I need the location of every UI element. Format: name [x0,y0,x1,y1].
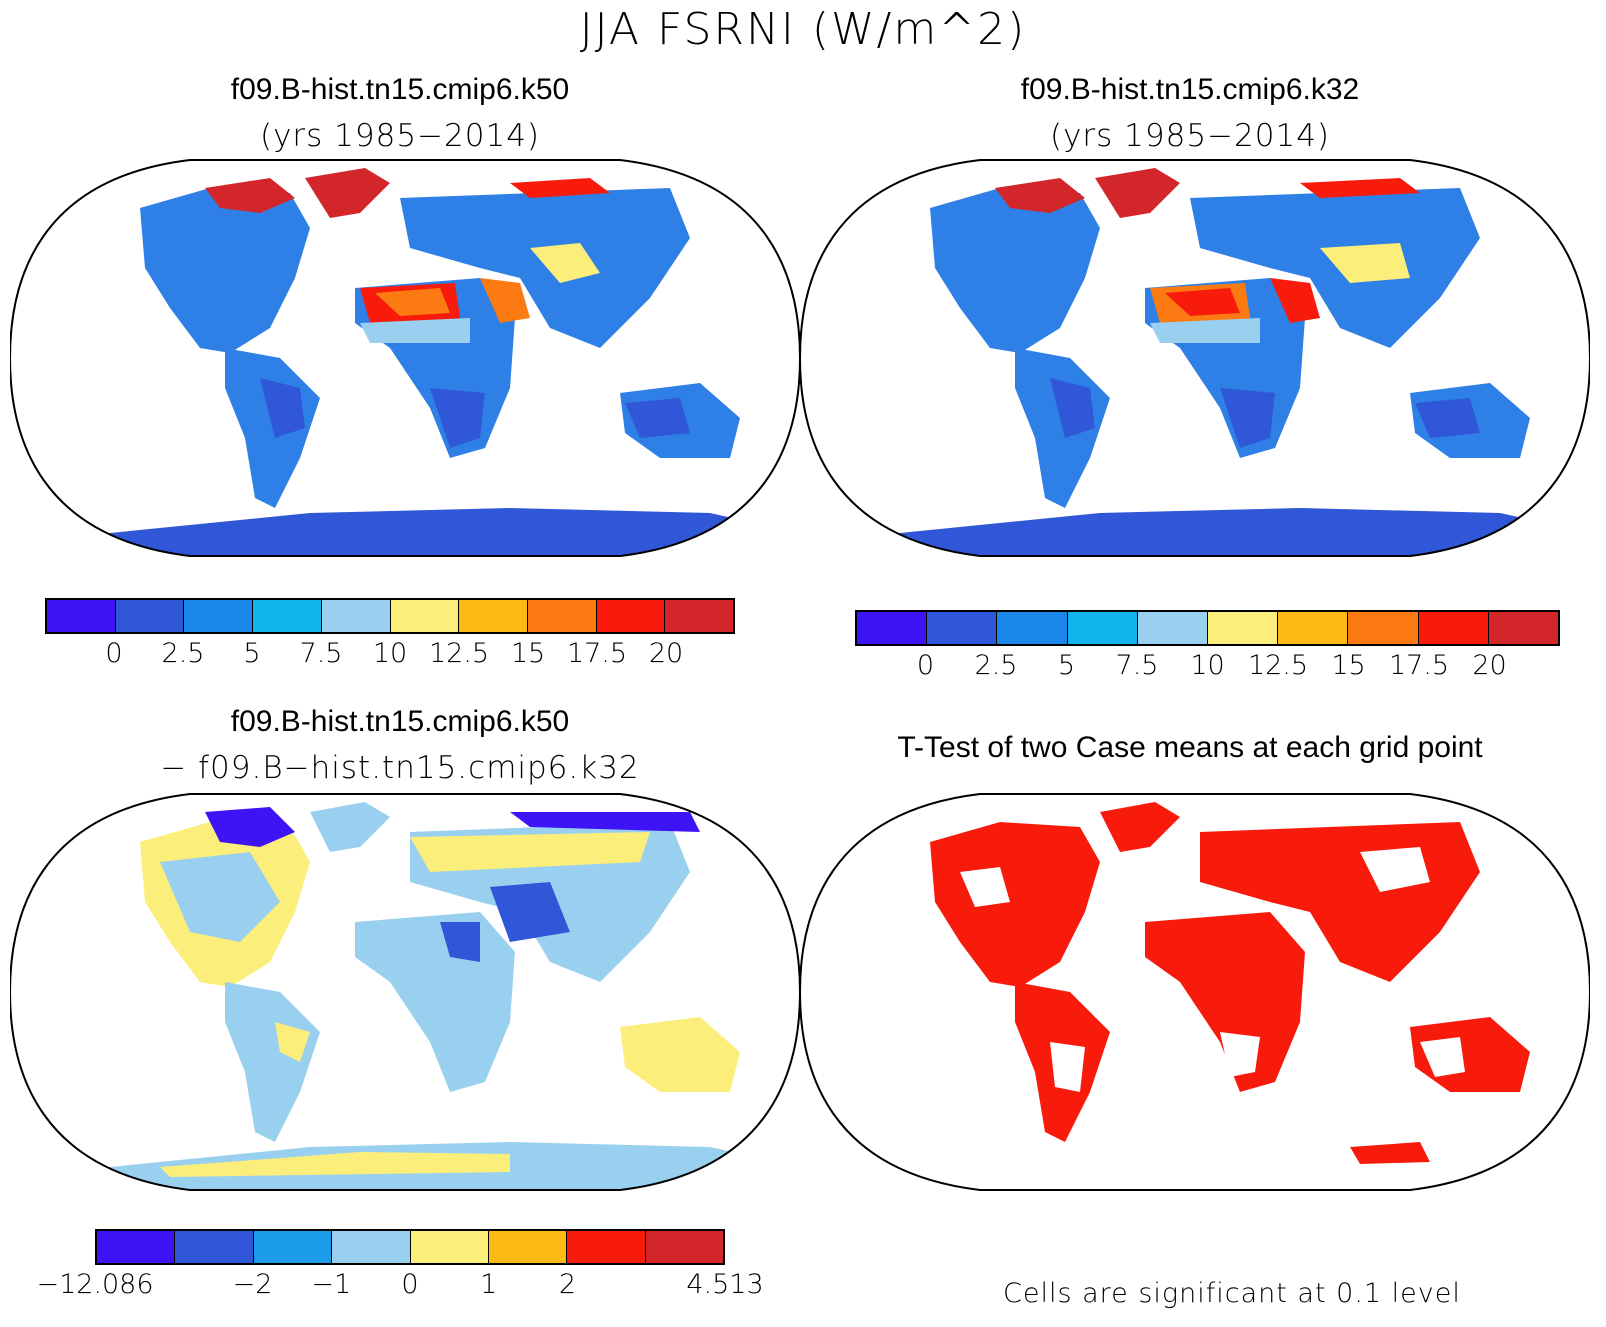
colorbar-tick-label: 12.5 [1247,650,1309,681]
panel4-map [800,793,1590,1191]
colorbar-swatch [253,1231,333,1263]
panel2-title: f09.B-hist.tn15.cmip6.k32 [1020,73,1360,106]
colorbar-panel3 [95,1229,725,1265]
colorbar-swatch [390,600,460,632]
colorbar-swatch [927,612,998,644]
figure-title: JJA FSRNI (W/m^2) [579,4,1027,55]
colorbar-tick-label: 2.5 [161,638,205,669]
colorbar-swatch [115,600,185,632]
colorbar-swatch [1067,612,1138,644]
significance-note: Cells are significant at 0.1 level [1003,1278,1461,1309]
colorbar-swatch [665,600,734,632]
colorbar-tick-label: 10 [372,638,408,669]
colorbar-swatch [1418,612,1489,644]
colorbar-tick-label: −12.086 [36,1269,154,1300]
colorbar-tick-label: 5 [243,638,261,669]
colorbar-swatch [410,1231,489,1263]
colorbar-swatch [97,1231,176,1263]
colorbar-tick-label: −2 [232,1269,273,1300]
colorbar-swatch [567,1231,646,1263]
panel3-map [10,793,800,1191]
colorbar-swatch [645,1231,723,1263]
colorbar-swatch [253,600,322,632]
colorbar-tick-label: 7.5 [299,638,343,669]
colorbar-swatch [1137,612,1209,644]
colorbar-tick-label: 17.5 [566,638,628,669]
colorbar-tick-label: −1 [311,1269,352,1300]
colorbar-panel1 [45,598,735,634]
colorbar-tick-label: 0 [105,638,123,669]
colorbar-swatch [1488,612,1559,644]
colorbar-tick-label: 7.5 [1115,650,1159,681]
panel2-subtitle: (yrs 1985−2014) [1049,118,1331,154]
colorbar-tick-label: 20 [648,638,684,669]
panel3-title: f09.B-hist.tn15.cmip6.k50 [230,705,570,738]
colorbar-swatch [321,600,391,632]
colorbar-tick-label: 15 [510,638,546,669]
colorbar-tick-label: 15 [1331,650,1366,681]
colorbar-panel2 [855,610,1560,646]
panel3-subtitle: − f09.B−hist.tn15.cmip6.k32 [160,750,640,786]
colorbar-swatch [1208,612,1279,644]
colorbar-swatch [184,600,254,632]
colorbar-tick-label: 2.5 [974,650,1018,681]
colorbar-swatch [175,1231,254,1263]
panel1-subtitle: (yrs 1985−2014) [259,118,541,154]
colorbar-swatch [527,600,597,632]
panel2-map [800,159,1590,557]
colorbar-tick-label: 2 [558,1269,577,1300]
colorbar-swatch [47,600,116,632]
colorbar-tick-label: 0 [401,1269,419,1300]
colorbar-swatch [857,612,928,644]
colorbar-tick-label: 12.5 [428,638,490,669]
colorbar-swatch [596,600,666,632]
panel4-title: T-Test of two Case means at each grid po… [897,731,1483,764]
panel1-title: f09.B-hist.tn15.cmip6.k50 [230,73,570,106]
colorbar-tick-label: 0 [916,650,935,681]
colorbar-tick-label: 4.513 [686,1269,764,1300]
colorbar-swatch [1348,612,1419,644]
panel1-map [10,159,800,557]
colorbar-tick-label: 20 [1472,650,1507,681]
colorbar-tick-label: 1 [480,1269,498,1300]
colorbar-tick-label: 5 [1057,650,1076,681]
colorbar-swatch [1278,612,1349,644]
colorbar-swatch [332,1231,411,1263]
colorbar-swatch [488,1231,568,1263]
colorbar-swatch [997,612,1068,644]
colorbar-swatch [459,600,528,632]
colorbar-tick-label: 10 [1190,650,1225,681]
colorbar-tick-label: 17.5 [1388,650,1450,681]
